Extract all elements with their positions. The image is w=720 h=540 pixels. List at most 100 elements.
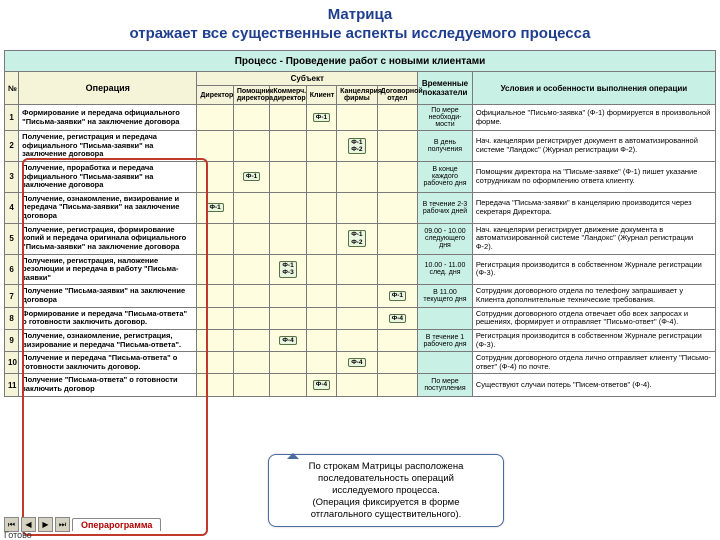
operation-cell: Получение, регистрация и передача официа…: [19, 131, 197, 162]
diagram-cell: [270, 192, 306, 223]
row-num: 6: [5, 254, 19, 285]
subject-2: Коммерч. директор: [270, 86, 306, 105]
col-conditions: Условия и особенности выполнения операци…: [472, 72, 715, 105]
diagram-cell: [306, 131, 336, 162]
diagram-cell: [306, 161, 336, 192]
callout-line: отглагольного существительного).: [311, 509, 462, 520]
condition-cell: Существуют случаи потерь "Писем-ответов"…: [472, 374, 715, 396]
diagram-cell: [197, 352, 233, 374]
row-num: 7: [5, 285, 19, 307]
page-subtitle: отражает все существенные аспекты исслед…: [0, 25, 720, 50]
diagram-cell: [270, 131, 306, 162]
time-cell: В конце каждого рабочего дня: [418, 161, 473, 192]
diagram-cell: [337, 285, 378, 307]
diagram-cell: [233, 105, 269, 131]
diagram-cell: [233, 254, 269, 285]
diagram-cell: Ф-1: [197, 192, 233, 223]
process-header: Процесс - Проведение работ с новыми клие…: [5, 51, 716, 72]
diagram-cell: [197, 105, 233, 131]
diagram-cell: [377, 352, 418, 374]
diagram-cell: [306, 192, 336, 223]
time-cell: В день получения: [418, 131, 473, 162]
subject-5: Договорной отдел: [377, 86, 418, 105]
diagram-cell: [337, 307, 378, 329]
diagram-cell: Ф-1: [233, 161, 269, 192]
diagram-cell: [233, 374, 269, 396]
condition-cell: Сотрудник договорного отдела отвечает об…: [472, 307, 715, 329]
row-num: 1: [5, 105, 19, 131]
operation-cell: Получение, проработка и передача официал…: [19, 161, 197, 192]
condition-cell: Помощник директора на "Письме-заявке" (Ф…: [472, 161, 715, 192]
diagram-cell: [377, 374, 418, 396]
col-subject-group: Субъект: [197, 72, 418, 86]
time-cell: 09.00 - 10.00 следующего дня: [418, 223, 473, 254]
time-cell: В течение 2-3 рабочих дней: [418, 192, 473, 223]
diagram-cell: [197, 374, 233, 396]
condition-cell: Нач. канцелярии регистрирует документ в …: [472, 131, 715, 162]
condition-cell: Сотрудник договорного отдела лично отпра…: [472, 352, 715, 374]
tab-nav-next[interactable]: ▶: [38, 517, 53, 532]
diagram-cell: [270, 105, 306, 131]
diagram-cell: [270, 223, 306, 254]
matrix-sheet: Процесс - Проведение работ с новыми клие…: [4, 50, 716, 397]
condition-cell: Регистрация производится в собственном Ж…: [472, 329, 715, 351]
row-num: 8: [5, 307, 19, 329]
sheet-tab-active[interactable]: Операрограмма: [72, 518, 161, 531]
diagram-cell: [377, 192, 418, 223]
diagram-cell: [337, 374, 378, 396]
status-bar: Готово: [4, 530, 32, 540]
diagram-cell: [197, 329, 233, 351]
diagram-cell: Ф-1: [377, 285, 418, 307]
operation-cell: Получение, регистрация, формирование коп…: [19, 223, 197, 254]
row-num: 2: [5, 131, 19, 162]
diagram-cell: [197, 307, 233, 329]
diagram-cell: Ф-1Ф-3: [270, 254, 306, 285]
diagram-cell: [377, 105, 418, 131]
diagram-cell: Ф-4: [377, 307, 418, 329]
diagram-cell: [233, 329, 269, 351]
diagram-cell: [377, 223, 418, 254]
row-num: 3: [5, 161, 19, 192]
callout-line: исследуемого процесса.: [332, 485, 440, 496]
diagram-cell: [306, 223, 336, 254]
time-cell: 10.00 - 11.00 след. дня: [418, 254, 473, 285]
diagram-cell: [197, 161, 233, 192]
time-cell: В течение 1 рабочего дня: [418, 329, 473, 351]
diagram-cell: Ф-1Ф-2: [337, 131, 378, 162]
operation-cell: Формирование и передача официального "Пи…: [19, 105, 197, 131]
diagram-cell: [306, 329, 336, 351]
diagram-cell: [337, 161, 378, 192]
diagram-cell: [197, 131, 233, 162]
diagram-cell: [233, 131, 269, 162]
operation-cell: Получение и передача "Письма-ответа" о г…: [19, 352, 197, 374]
row-num: 5: [5, 223, 19, 254]
callout-line: (Операция фиксируется в форме: [313, 497, 460, 508]
diagram-cell: [197, 254, 233, 285]
diagram-cell: [270, 285, 306, 307]
diagram-cell: [270, 307, 306, 329]
diagram-cell: Ф-1Ф-2: [337, 223, 378, 254]
diagram-cell: Ф-1: [306, 105, 336, 131]
diagram-cell: [337, 192, 378, 223]
page-title: Матрица: [0, 0, 720, 25]
diagram-cell: [197, 223, 233, 254]
operation-cell: Получение, ознакомление, визирование и п…: [19, 192, 197, 223]
time-cell: [418, 352, 473, 374]
tab-nav-last[interactable]: ⏭: [55, 517, 70, 532]
row-num: 11: [5, 374, 19, 396]
subject-4: Канцелярия фирмы: [337, 86, 378, 105]
row-num: 4: [5, 192, 19, 223]
diagram-cell: [306, 352, 336, 374]
diagram-cell: [377, 329, 418, 351]
matrix-table: Процесс - Проведение работ с новыми клие…: [4, 50, 716, 397]
diagram-cell: [377, 161, 418, 192]
time-cell: По мере поступления: [418, 374, 473, 396]
diagram-cell: Ф-4: [306, 374, 336, 396]
row-num: 9: [5, 329, 19, 351]
diagram-cell: Ф-4: [270, 329, 306, 351]
col-operation: Операция: [19, 72, 197, 105]
operation-cell: Получение "Письма-заявки" на заключение …: [19, 285, 197, 307]
condition-cell: Регистрация производится в собственном Ж…: [472, 254, 715, 285]
diagram-cell: [270, 352, 306, 374]
subject-1: Помощник директора: [233, 86, 269, 105]
